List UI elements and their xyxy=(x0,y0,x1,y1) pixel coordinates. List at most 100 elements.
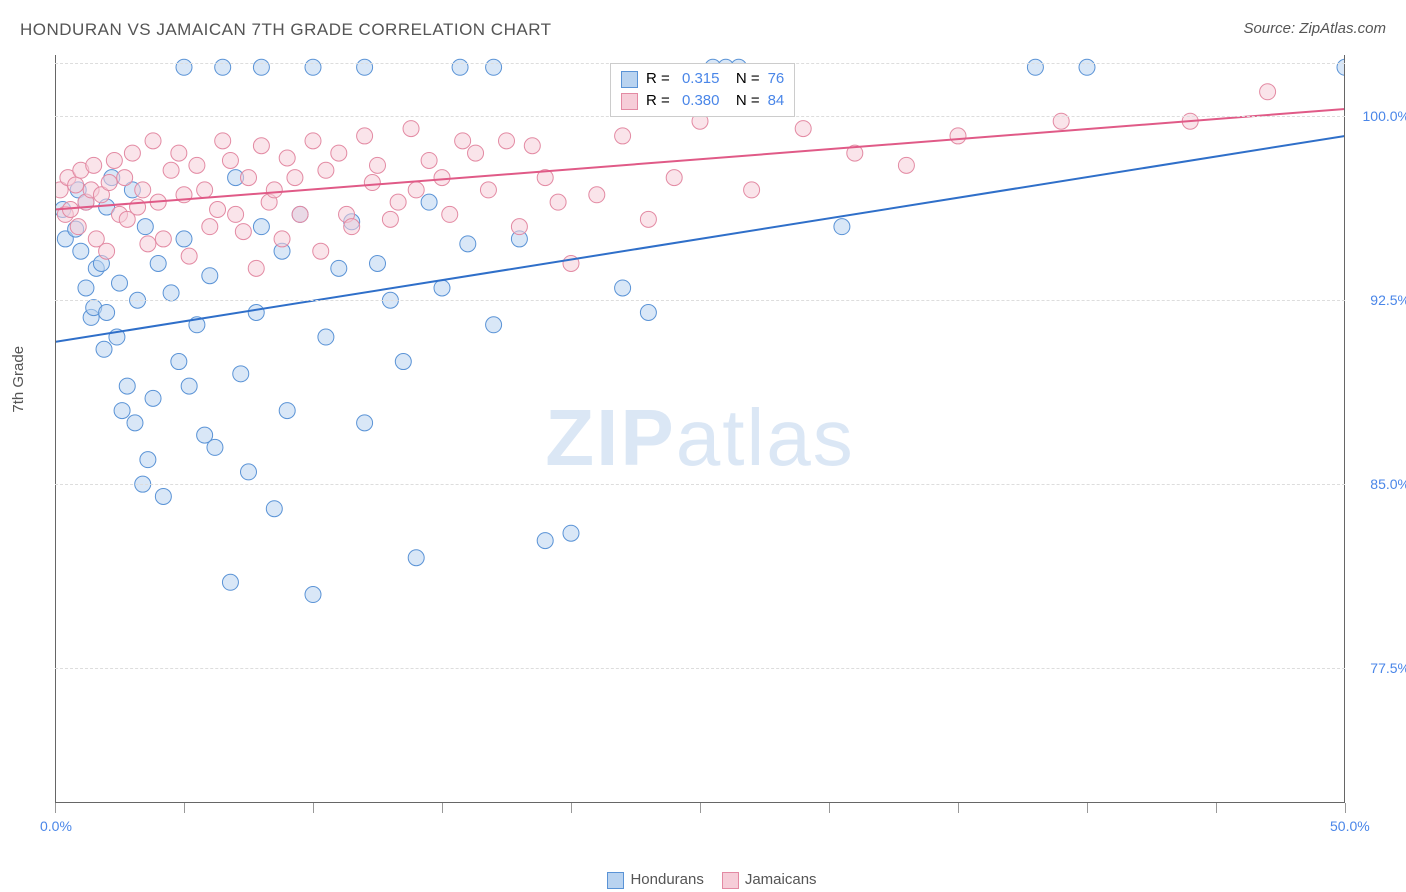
data-point xyxy=(253,219,269,235)
data-point xyxy=(171,145,187,161)
legend-n-value: 76 xyxy=(768,68,785,90)
legend-r-label: R = xyxy=(646,68,674,90)
data-point xyxy=(589,187,605,203)
data-point xyxy=(96,341,112,357)
data-point xyxy=(202,268,218,284)
data-point xyxy=(127,415,143,431)
legend-n-value: 84 xyxy=(768,90,785,112)
data-point xyxy=(357,415,373,431)
data-point xyxy=(150,255,166,271)
data-point xyxy=(666,170,682,186)
scatter-plot: ZIPatlas 77.5%85.0%92.5%100.0%0.0%50.0% … xyxy=(55,55,1345,820)
data-point xyxy=(1260,84,1276,100)
data-point xyxy=(176,231,192,247)
data-point xyxy=(181,378,197,394)
data-point xyxy=(370,255,386,271)
data-point xyxy=(950,128,966,144)
data-point xyxy=(468,145,484,161)
data-point xyxy=(140,452,156,468)
y-tick-label: 100.0% xyxy=(1363,108,1406,124)
chart-title: HONDURAN VS JAMAICAN 7TH GRADE CORRELATI… xyxy=(20,20,552,40)
data-point xyxy=(452,59,468,75)
data-point xyxy=(421,194,437,210)
legend-swatch xyxy=(621,71,638,88)
data-point xyxy=(279,150,295,166)
data-point xyxy=(228,206,244,222)
data-point xyxy=(486,317,502,333)
legend-r-label: R = xyxy=(646,90,674,112)
data-point xyxy=(124,145,140,161)
legend-n-label: N = xyxy=(727,68,759,90)
y-tick-label: 85.0% xyxy=(1370,476,1406,492)
data-point xyxy=(486,59,502,75)
data-point xyxy=(155,231,171,247)
data-point xyxy=(744,182,760,198)
data-point xyxy=(455,133,471,149)
data-point xyxy=(318,329,334,345)
data-point xyxy=(313,243,329,259)
data-point xyxy=(78,280,94,296)
data-point xyxy=(434,170,450,186)
data-point xyxy=(550,194,566,210)
data-point xyxy=(86,157,102,173)
data-point xyxy=(344,219,360,235)
data-point xyxy=(382,211,398,227)
data-point xyxy=(331,260,347,276)
data-point xyxy=(163,285,179,301)
data-point xyxy=(248,260,264,276)
data-point xyxy=(101,175,117,191)
data-point xyxy=(68,177,84,193)
data-point xyxy=(795,121,811,137)
data-point xyxy=(305,59,321,75)
data-point xyxy=(511,219,527,235)
data-point xyxy=(266,501,282,517)
data-point xyxy=(114,403,130,419)
data-point xyxy=(421,152,437,168)
data-point xyxy=(357,128,373,144)
legend-swatch xyxy=(621,93,638,110)
data-point xyxy=(460,236,476,252)
y-axis-right-line xyxy=(1344,55,1345,803)
data-point xyxy=(834,219,850,235)
data-point xyxy=(364,175,380,191)
data-point xyxy=(274,231,290,247)
x-tick-label: 0.0% xyxy=(40,818,72,834)
data-point xyxy=(176,59,192,75)
data-point xyxy=(640,305,656,321)
legend-series-label: Hondurans xyxy=(630,871,703,888)
data-point xyxy=(253,59,269,75)
data-point xyxy=(155,488,171,504)
data-point xyxy=(318,162,334,178)
data-point xyxy=(408,182,424,198)
data-point xyxy=(145,133,161,149)
data-point xyxy=(640,211,656,227)
legend-series-label: Jamaicans xyxy=(745,871,817,888)
data-point xyxy=(615,128,631,144)
data-point xyxy=(266,182,282,198)
data-point xyxy=(524,138,540,154)
data-point xyxy=(241,170,257,186)
data-point xyxy=(112,275,128,291)
data-point xyxy=(137,219,153,235)
data-point xyxy=(117,170,133,186)
data-point xyxy=(140,236,156,252)
legend-r-value: 0.315 xyxy=(682,68,720,90)
data-point xyxy=(215,59,231,75)
data-point xyxy=(1027,59,1043,75)
data-point xyxy=(222,574,238,590)
data-point xyxy=(207,439,223,455)
data-point xyxy=(70,219,86,235)
data-point xyxy=(499,133,515,149)
data-point xyxy=(395,354,411,370)
data-point xyxy=(73,243,89,259)
data-point xyxy=(119,378,135,394)
data-point xyxy=(292,206,308,222)
data-point xyxy=(287,170,303,186)
data-point xyxy=(106,152,122,168)
data-point xyxy=(305,133,321,149)
data-point xyxy=(434,280,450,296)
y-axis-left-line xyxy=(55,55,56,803)
data-point xyxy=(145,390,161,406)
y-tick-label: 77.5% xyxy=(1370,660,1406,676)
data-point xyxy=(403,121,419,137)
